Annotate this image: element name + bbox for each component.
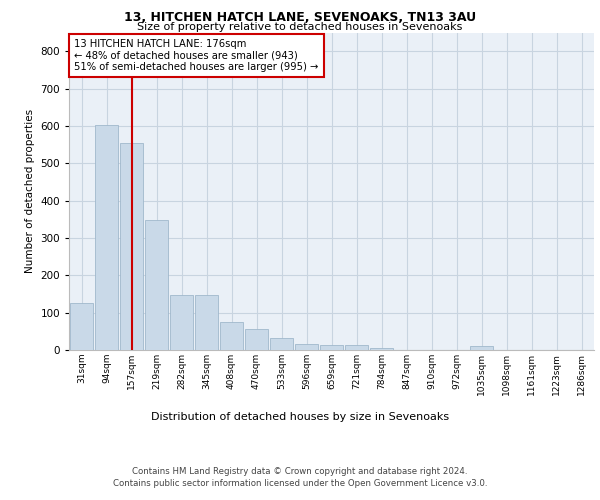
Text: 13, HITCHEN HATCH LANE, SEVENOAKS, TN13 3AU: 13, HITCHEN HATCH LANE, SEVENOAKS, TN13 … (124, 11, 476, 24)
Bar (370, 348, 393, 350)
Bar (320, 345, 343, 350)
Bar (145, 220, 168, 350)
Text: Contains HM Land Registry data © Crown copyright and database right 2024.: Contains HM Land Registry data © Crown c… (132, 468, 468, 476)
Y-axis label: Number of detached properties: Number of detached properties (25, 109, 35, 274)
Bar (170, 294, 193, 350)
Bar (120, 144, 143, 350)
Bar (295, 344, 318, 350)
Text: Size of property relative to detached houses in Sevenoaks: Size of property relative to detached ho… (137, 22, 463, 32)
Bar (220, 322, 243, 350)
Bar (345, 345, 368, 350)
Text: Distribution of detached houses by size in Sevenoaks: Distribution of detached houses by size … (151, 412, 449, 422)
Bar (195, 294, 218, 350)
Bar (470, 346, 493, 350)
Bar (70, 304, 93, 350)
Text: 13 HITCHEN HATCH LANE: 176sqm
← 48% of detached houses are smaller (943)
51% of : 13 HITCHEN HATCH LANE: 176sqm ← 48% of d… (74, 39, 319, 72)
Text: Contains public sector information licensed under the Open Government Licence v3: Contains public sector information licen… (113, 478, 487, 488)
Bar (245, 330, 268, 350)
Bar (270, 338, 293, 350)
Bar (95, 125, 118, 350)
